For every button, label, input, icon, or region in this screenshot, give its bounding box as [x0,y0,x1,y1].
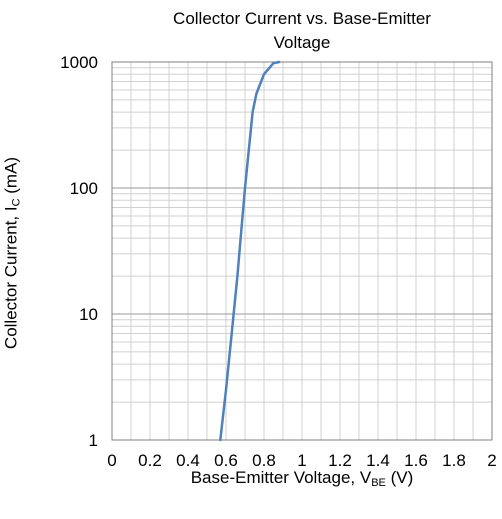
data-series-line [219,60,281,442]
x-tick-label: 0.2 [138,451,162,470]
y-tick-label: 100 [70,179,98,198]
chart-title-line-1: Collector Current vs. Base-Emitter [173,9,431,28]
x-tick-label: 1.2 [328,451,352,470]
chart-title-line-2: Voltage [273,33,331,52]
x-tick-label: 1.8 [442,451,466,470]
x-tick-label: 0.6 [214,451,238,470]
x-tick-label: 0.4 [176,451,200,470]
x-tick-label: 1.4 [366,451,390,470]
x-tick-label: 0 [107,451,116,470]
x-tick-label: 1 [297,451,306,470]
plot-border [111,61,493,441]
x-axis-label: Base-Emitter Voltage, VBE (V) [190,468,414,489]
x-tick-label: 2 [487,451,496,470]
x-tick-label: 1.6 [404,451,428,470]
y-tick-label: 1 [89,431,98,450]
x-tick-label: 0.8 [252,451,276,470]
y-axis-label: Collector Current, IC (mA) [1,156,23,350]
y-tick-label: 1000 [60,53,98,72]
y-tick-label: 10 [79,305,98,324]
